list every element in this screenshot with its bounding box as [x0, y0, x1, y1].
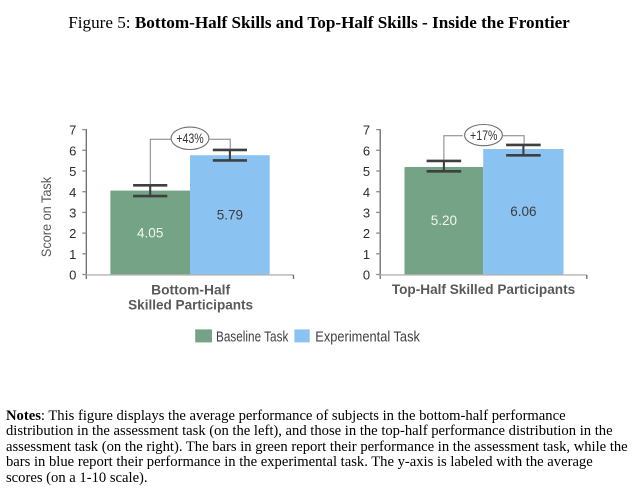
svg-text:7: 7	[69, 123, 76, 138]
svg-text:5.20: 5.20	[431, 213, 457, 228]
svg-text:Skilled Participants: Skilled Participants	[128, 297, 253, 312]
svg-text:4: 4	[363, 185, 370, 200]
svg-text:5.79: 5.79	[217, 208, 243, 223]
svg-text:+43%: +43%	[176, 131, 204, 147]
svg-text:Baseline Task: Baseline Task	[216, 328, 289, 345]
svg-text:Score on Task: Score on Task	[39, 176, 54, 257]
svg-text:5: 5	[363, 164, 370, 179]
svg-text:2: 2	[69, 226, 76, 241]
svg-text:0: 0	[69, 268, 76, 283]
svg-text:1: 1	[69, 247, 76, 262]
svg-text:1: 1	[363, 247, 370, 262]
svg-text:4: 4	[69, 185, 76, 200]
svg-text:6: 6	[69, 143, 76, 158]
svg-text:Experimental Task: Experimental Task	[315, 327, 420, 344]
svg-text:6: 6	[363, 143, 370, 158]
svg-text:2: 2	[363, 226, 370, 241]
svg-text:3: 3	[363, 206, 370, 221]
svg-text:Bottom-Half: Bottom-Half	[151, 281, 230, 297]
svg-text:+17%: +17%	[470, 128, 498, 144]
svg-text:7: 7	[363, 123, 370, 138]
svg-text:6.06: 6.06	[510, 204, 536, 219]
svg-text:3: 3	[69, 206, 76, 221]
svg-text:5: 5	[69, 164, 76, 179]
svg-text:4.05: 4.05	[137, 225, 163, 240]
svg-text:Top-Half Skilled Participants: Top-Half Skilled Participants	[392, 282, 576, 297]
svg-text:0: 0	[363, 268, 370, 283]
